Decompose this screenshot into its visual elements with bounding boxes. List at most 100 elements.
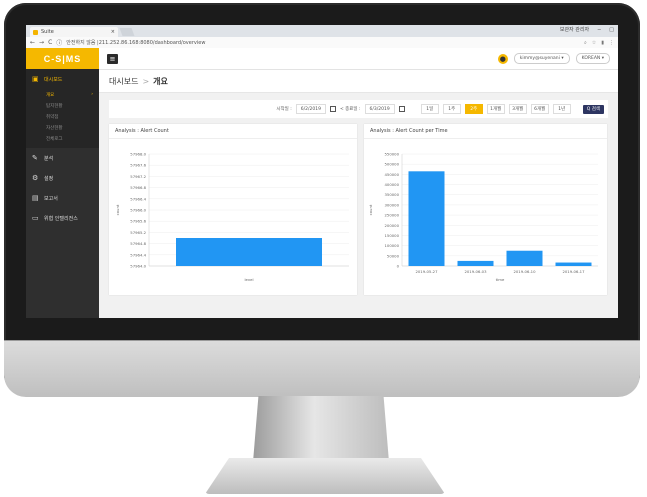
- date-filter-bar: 시작일 : 6/2/2019 < 종료일 : 6/3/2019 1일 1주 2주…: [109, 100, 608, 118]
- extension-icon[interactable]: ▮: [601, 39, 604, 46]
- forward-icon[interactable]: →: [39, 39, 45, 46]
- menu-icon[interactable]: ⋮: [609, 39, 614, 46]
- page-title: 개요: [153, 76, 168, 86]
- breadcrumb-parent[interactable]: 대시보드: [109, 76, 139, 86]
- y-tick-label: 57968.0: [130, 152, 146, 157]
- language-dropdown[interactable]: KOREAN ▾: [575, 53, 610, 64]
- url-prefix: 안전하지 않음 |: [66, 40, 99, 46]
- url-text: 211.252.86.168:8080/dashboard/overview: [98, 39, 206, 46]
- gear-icon: ⚙: [32, 173, 39, 182]
- bar: [408, 171, 445, 266]
- y-tick-label: 200000: [385, 223, 400, 228]
- sidebar-item-threat-intel[interactable]: ▭ 위협 인텔리전스: [26, 208, 99, 228]
- y-tick-label: 57964.0: [130, 264, 146, 269]
- logo: C-S|MS: [26, 48, 99, 69]
- edit-icon: ✎: [32, 153, 38, 162]
- sidebar-item-label: 보고서: [44, 195, 58, 202]
- bar: [555, 262, 592, 266]
- bar: [506, 250, 543, 266]
- range-button-1y[interactable]: 1년: [552, 104, 571, 114]
- range-button-6m[interactable]: 6개월: [530, 104, 549, 114]
- close-icon[interactable]: ×: [110, 29, 115, 35]
- browser-tab[interactable]: Suite ×: [30, 27, 118, 37]
- y-tick-label: 500000: [385, 162, 400, 167]
- y-tick-label: 57966.0: [130, 208, 146, 213]
- sidebar-item-settings[interactable]: ⚙ 설정: [26, 168, 99, 188]
- range-button-1m[interactable]: 1개월: [486, 104, 505, 114]
- breadcrumb-separator: >: [142, 76, 150, 86]
- user-dropdown[interactable]: kimmy@suyenani ▾: [513, 53, 570, 64]
- y-tick-label: 57965.6: [130, 219, 146, 224]
- alert-count-chart: 57968.0 57967.6 57967.2 57966.8 57966.4 57966…: [115, 152, 349, 282]
- y-tick-label: 57964.8: [130, 241, 146, 246]
- y-tick-label: 57966.4: [130, 196, 146, 201]
- y-tick-label: 450000: [385, 172, 400, 177]
- avatar[interactable]: ●: [497, 53, 508, 64]
- x-axis-label: time: [496, 277, 505, 282]
- minimize-button[interactable]: −: [597, 26, 602, 33]
- sidebar-item-report[interactable]: ▤ 보고서: [26, 188, 99, 208]
- sidebar-item-dashboard[interactable]: ▣ 대시보드: [26, 69, 99, 89]
- calendar-icon[interactable]: [398, 106, 405, 112]
- y-tick-label: 57967.6: [130, 163, 146, 168]
- bar: [457, 260, 494, 266]
- topbar: ≡ ● kimmy@suyenani ▾ KOREAN ▾: [99, 48, 618, 70]
- range-button-1w[interactable]: 1주: [442, 104, 461, 114]
- start-date-label: 시작일 :: [276, 107, 292, 112]
- y-tick-label: 57966.8: [130, 185, 146, 190]
- alert-count-per-time-panel: Analysis : Alert Count per Time 550000 50…: [364, 124, 607, 295]
- y-tick-label: 50000: [387, 253, 400, 258]
- app: C-S|MS ▣ 대시보드 개요 › 탐지현황 취약점 자산현황 전체로그 ✎ 분…: [26, 48, 618, 318]
- y-tick-label: 57965.2: [130, 230, 146, 235]
- user-area: ● kimmy@suyenani ▾ KOREAN ▾: [497, 53, 610, 64]
- submenu-item-4[interactable]: 자산현황: [46, 125, 63, 131]
- window-controls: 보관자 관리자 − □: [559, 26, 614, 34]
- search-button[interactable]: Q 검색: [582, 104, 604, 114]
- info-icon: ⓘ: [56, 40, 63, 47]
- sidebar-item-analysis[interactable]: ✎ 분석: [26, 148, 99, 168]
- alert-count-panel: Analysis : Alert Count 57968.0 57967.6 579…: [109, 124, 357, 295]
- browser-tools: ⌕ ☆ ▮ ⋮: [584, 40, 614, 46]
- submenu-item-3[interactable]: 취약점: [46, 114, 59, 120]
- y-tick-label: 150000: [385, 233, 400, 238]
- tab-title: Suite: [41, 29, 54, 35]
- y-tick-label: 57967.2: [130, 174, 146, 179]
- monitor-stand-base: [205, 458, 445, 494]
- end-date-label: < 종료일 :: [339, 107, 361, 112]
- reload-icon[interactable]: C: [48, 39, 53, 46]
- monitor-chin: [4, 340, 640, 397]
- y-tick-label: 250000: [385, 213, 400, 218]
- x-axis-label: level: [244, 277, 253, 282]
- x-tick-label: 2019-05-27: [415, 269, 438, 274]
- start-date-input[interactable]: 6/2/2019: [295, 104, 326, 114]
- y-tick-label: 100000: [385, 243, 400, 248]
- range-button-3m[interactable]: 3개월: [508, 104, 527, 114]
- main-content: ≡ ● kimmy@suyenani ▾ KOREAN ▾ 대시보드 > 개요 …: [99, 48, 618, 318]
- y-tick-label: 57964.4: [130, 252, 146, 257]
- submenu-item-2[interactable]: 탐지현황: [46, 103, 63, 109]
- back-icon[interactable]: ←: [30, 39, 36, 46]
- panel-title: Analysis : Alert Count: [109, 124, 357, 139]
- sidebar-item-label: 위협 인텔리전스: [44, 215, 78, 222]
- window-user-label: 보관자 관리자: [559, 27, 590, 33]
- range-button-2w[interactable]: 2주: [464, 104, 483, 114]
- end-date-input[interactable]: 6/3/2019: [364, 104, 395, 114]
- zoom-icon[interactable]: ⌕: [583, 39, 587, 46]
- star-icon[interactable]: ☆: [591, 39, 597, 46]
- browser-tabbar: Suite × 보관자 관리자 − □: [26, 25, 618, 37]
- bar: [176, 238, 322, 266]
- y-tick-label: 550000: [385, 152, 400, 157]
- calendar-icon[interactable]: [329, 106, 336, 112]
- url-input[interactable]: 안전하지 않음 | 211.252.86.168:8080/dashboard/…: [66, 39, 580, 47]
- submenu-item-5[interactable]: 전체로그: [46, 136, 63, 142]
- new-tab-button[interactable]: [119, 28, 135, 36]
- submenu-item-overview[interactable]: 개요 ›: [46, 92, 93, 98]
- maximize-button[interactable]: □: [609, 26, 614, 33]
- y-tick-label: 300000: [385, 202, 400, 207]
- monitor-stand-neck: [253, 396, 389, 462]
- favicon-icon: [33, 29, 38, 35]
- sidebar-item-label: 설정: [44, 175, 54, 182]
- range-button-1d[interactable]: 1일: [420, 104, 439, 114]
- hamburger-menu-icon[interactable]: ≡: [107, 53, 118, 64]
- chevron-right-icon: ›: [91, 92, 93, 97]
